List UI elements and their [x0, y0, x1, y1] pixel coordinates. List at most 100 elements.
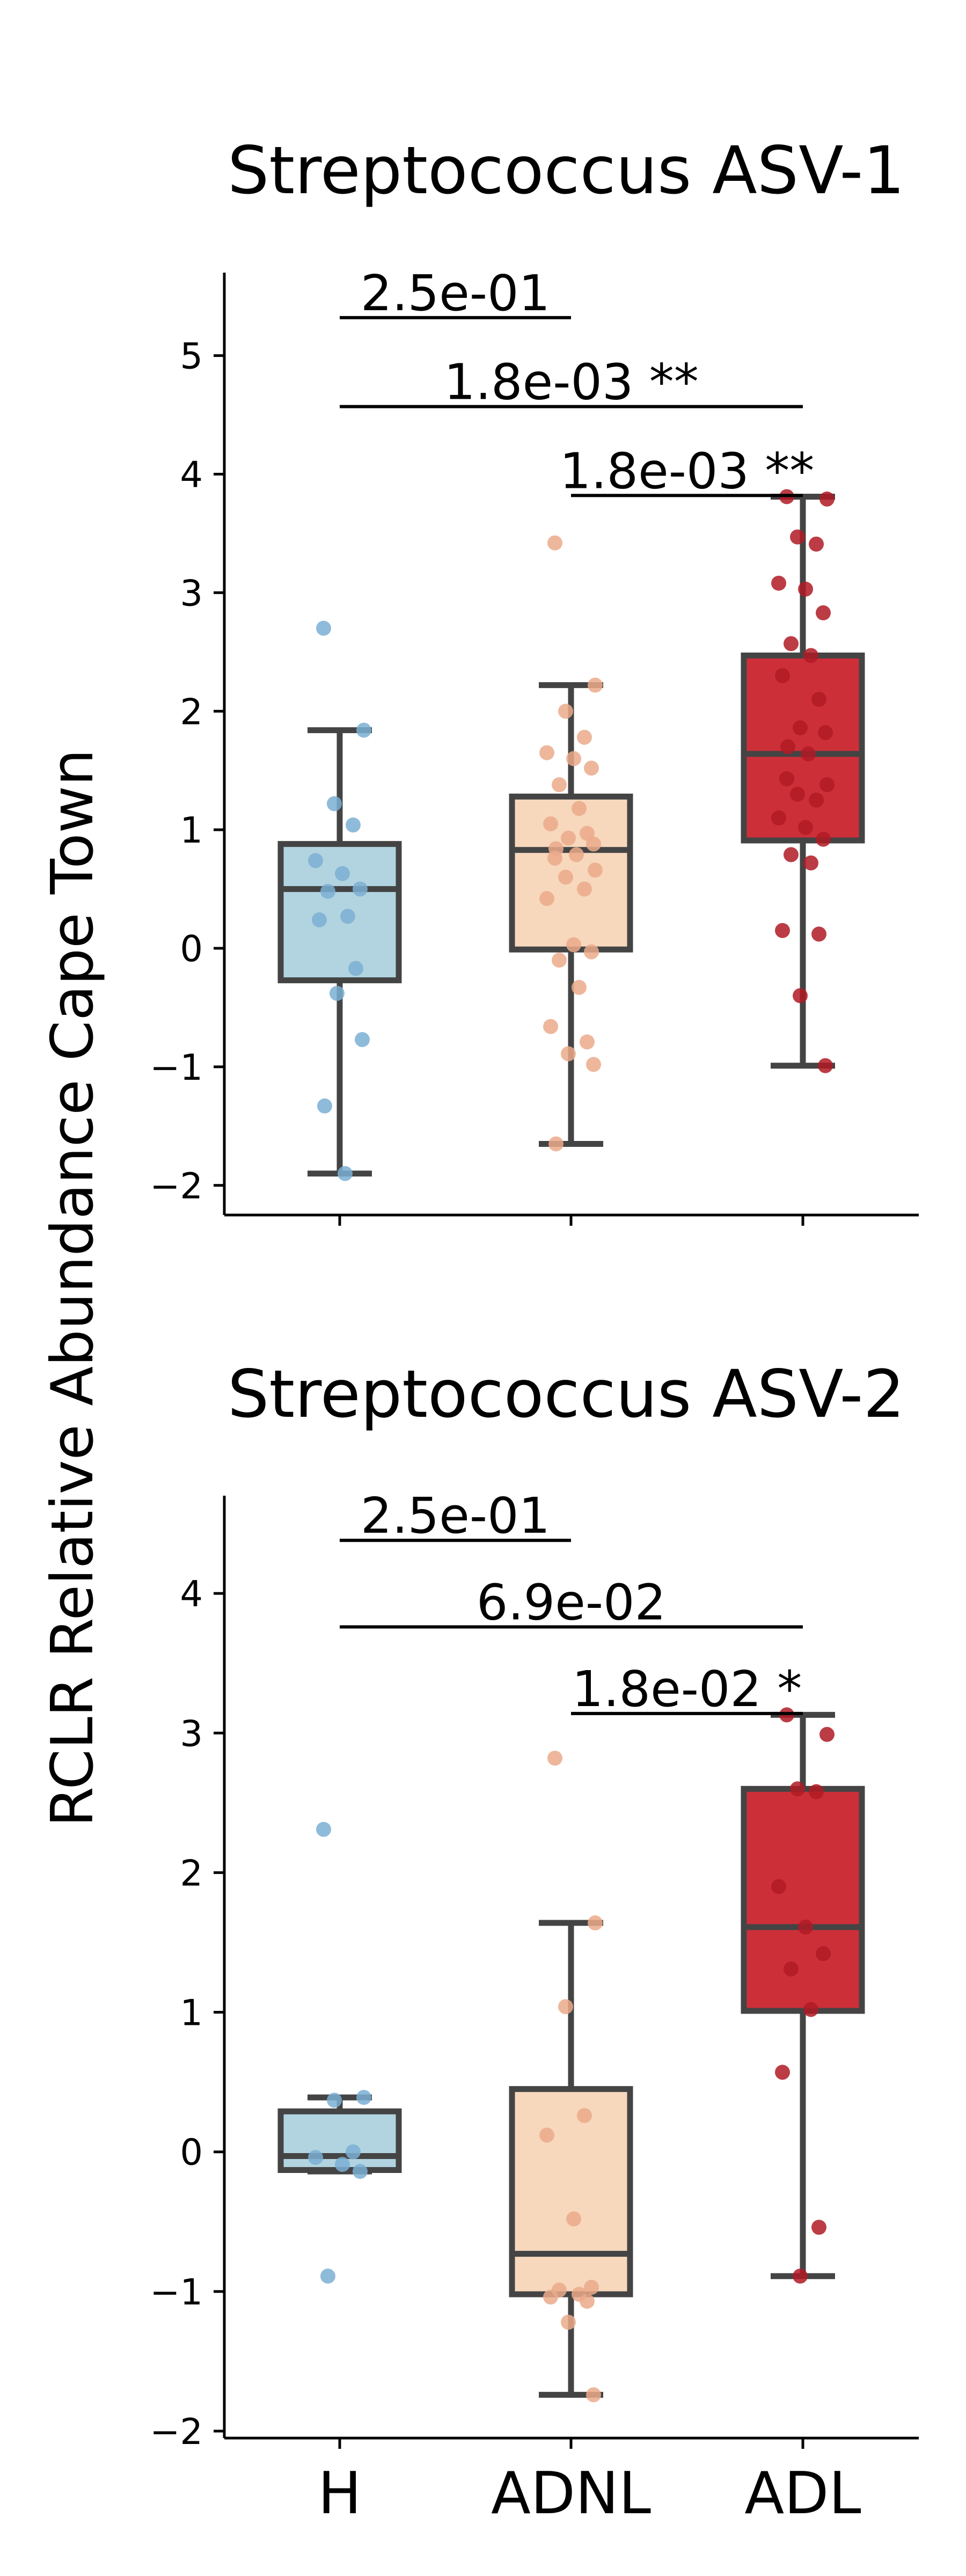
data-point-adnl [577, 2108, 592, 2124]
data-point-adl [818, 1058, 833, 1073]
data-point-adl [809, 1784, 824, 1799]
data-point-adnl [558, 1999, 573, 2015]
data-point-adnl [543, 1019, 558, 1034]
data-point-h [308, 853, 323, 868]
data-point-adnl [577, 881, 592, 897]
data-point-h [320, 883, 335, 899]
data-point-adl [790, 1781, 805, 1797]
data-point-h [338, 1166, 353, 1181]
p-value-label: 6.9e-02 [477, 1574, 666, 1631]
data-point-adnl [539, 745, 554, 760]
data-point-adnl [584, 944, 599, 960]
data-point-adl [816, 605, 831, 620]
p-value-label: 1.8e-02 * [572, 1660, 802, 1718]
data-point-adnl [558, 869, 573, 885]
data-point-adl [771, 575, 786, 591]
data-point-adl [819, 777, 835, 793]
data-point-adl [784, 847, 799, 862]
data-point-adl [775, 2065, 790, 2080]
data-point-adnl [586, 2387, 601, 2403]
data-point-adl [811, 2220, 826, 2235]
data-point-h [355, 1032, 370, 1048]
box-iqr [509, 2086, 633, 2297]
y-tick-label: 2 [180, 1852, 203, 1894]
x-tick-label-adl: ADL [744, 2460, 861, 2527]
data-point-adnl [561, 1046, 576, 1062]
data-point-adnl [566, 937, 581, 953]
p-value-label: 1.8e-03 ** [560, 442, 814, 500]
data-point-adl [816, 1946, 831, 1962]
data-point-h [348, 961, 363, 976]
box-h [277, 727, 402, 1177]
x-tick-label-h: H [318, 2460, 361, 2527]
y-axis-label: RCLR Relative Abundance Cape Town [39, 749, 106, 1827]
data-point-h [353, 881, 368, 897]
data-point-adnl [552, 777, 567, 793]
data-point-adnl [543, 816, 558, 832]
y-tick-label: 3 [180, 572, 203, 614]
x-tick-label-adnl: ADNL [491, 2460, 651, 2527]
data-point-adl [790, 529, 805, 545]
data-point-adnl [584, 2280, 599, 2295]
y-tick-label: −2 [150, 1165, 203, 1207]
p-value-label: 2.5e-01 [361, 265, 550, 322]
data-point-adl [793, 2268, 808, 2284]
y-tick-label: 0 [180, 928, 203, 970]
data-point-adl [803, 855, 818, 870]
data-point-adl [803, 2002, 818, 2017]
data-point-h [312, 912, 327, 928]
data-point-adnl [588, 677, 603, 693]
y-tick-label: −2 [150, 2411, 203, 2453]
y-tick-label: 1 [180, 1992, 203, 2034]
data-point-h [356, 2090, 371, 2105]
data-point-adl [793, 988, 808, 1004]
data-point-adnl [577, 729, 592, 745]
data-point-adl [790, 786, 805, 802]
box-adl [741, 1711, 865, 2279]
data-point-adnl [552, 953, 567, 968]
y-tick-label: 4 [180, 453, 203, 495]
data-point-h [317, 1098, 332, 1114]
data-point-adl [809, 536, 824, 552]
box-iqr [741, 652, 865, 844]
data-point-adl [779, 771, 794, 787]
data-point-h [327, 2092, 342, 2108]
data-point-adl [798, 819, 813, 835]
data-point-adnl [547, 1751, 562, 1766]
data-point-adnl [588, 1915, 603, 1931]
data-point-h [327, 796, 342, 811]
data-point-adl [798, 581, 813, 597]
data-point-adl [775, 668, 790, 683]
data-point-h [335, 2157, 350, 2172]
data-point-adl [775, 923, 790, 938]
data-point-h [316, 620, 331, 636]
data-point-adnl [543, 2289, 558, 2305]
data-point-h [340, 909, 355, 924]
y-tick-label: 1 [180, 809, 203, 851]
data-point-adl [809, 792, 824, 808]
data-point-adnl [566, 751, 581, 766]
box-iqr [741, 1785, 865, 2014]
y-tick-label: 4 [180, 1573, 203, 1615]
box-iqr [277, 841, 402, 984]
data-point-adnl [572, 979, 587, 995]
data-point-adnl [572, 801, 587, 816]
chart-title: Streptococcus ASV-2 [228, 1356, 905, 1432]
data-point-adnl [539, 891, 554, 906]
panel-1: Streptococcus ASV-1 −2 −1 0 1 2 3 4 5 2.5e-01 1.8e… [150, 133, 919, 1226]
data-point-adl [819, 1726, 835, 1742]
data-point-adl [784, 636, 799, 652]
data-point-h [346, 817, 361, 833]
data-point-adnl [569, 847, 584, 862]
data-point-adl [771, 1879, 786, 1894]
data-point-adl [793, 720, 808, 736]
y-tick-label: 3 [180, 1713, 203, 1754]
data-point-h [346, 2144, 361, 2160]
data-point-adl [811, 692, 826, 707]
data-point-adnl [547, 535, 562, 551]
p-value-label: 2.5e-01 [361, 1487, 550, 1545]
y-tick-label: 0 [180, 2132, 203, 2174]
data-point-adl [771, 810, 786, 826]
data-point-adl [811, 926, 826, 942]
y-tick-label: 5 [180, 335, 203, 377]
